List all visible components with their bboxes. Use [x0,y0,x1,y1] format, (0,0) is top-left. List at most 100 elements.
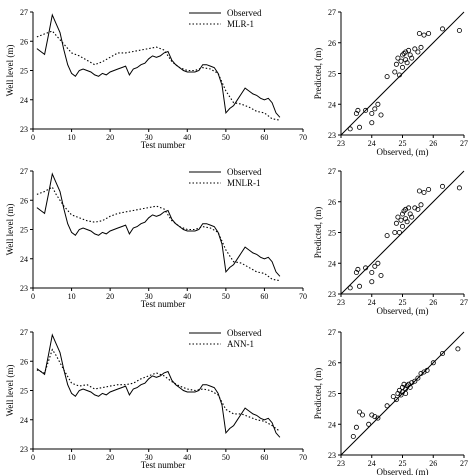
scatter-point [384,74,390,80]
scatter-point [378,272,384,278]
x-tick-label: 23 [337,298,345,307]
scatter-point [356,409,362,415]
legend-label: MNLR-1 [227,178,261,188]
scatter-point [355,266,361,272]
one-to-one-line [340,11,465,136]
scatter-point [369,111,375,117]
x-tick-label: 40 [183,453,191,462]
x-tick-label: 24 [368,459,376,468]
scatter-point [439,183,445,189]
scatter-point [356,124,362,130]
y-axis-label: Predicted, (m) [313,368,323,419]
x-tick-label: 70 [299,453,307,462]
scatter-point [396,72,402,78]
y-tick-label: 26 [20,37,28,46]
scatter-point [378,112,384,118]
y-tick-label: 26 [20,357,28,366]
scatter-point [421,189,427,195]
scatter-point [455,346,461,352]
y-tick-label: 25 [328,229,336,238]
y-tick-label: 27 [328,8,336,17]
legend-label: Observed [227,328,262,338]
scatter-point [398,58,404,64]
scatter-point [421,32,427,38]
scatter-point [393,397,399,403]
scatter-point [384,403,390,409]
y-tick-label: 26 [20,196,28,205]
scatter-point [412,378,418,384]
scatter-point [355,107,361,113]
x-tick-label: 25 [399,298,407,307]
scatter-point [406,47,412,53]
scatter-point [399,64,405,70]
scatter-point [363,107,369,113]
scatter-point [399,52,405,58]
scatter-point [406,205,412,211]
scatter-point [353,424,359,430]
y-tick-label: 23 [328,451,336,460]
x-tick-label: 30 [145,133,153,142]
scatter-point [415,375,421,381]
scatter-point [392,69,398,75]
scatter-point [404,219,410,225]
scatter-point [415,49,421,55]
x-tick-label: 10 [68,453,76,462]
scatter-point [393,220,399,226]
y-axis-label: Predicted, (m) [313,48,323,99]
scatter-point [430,360,436,366]
legend-label: Observed [227,8,262,18]
scatter-point [369,269,375,275]
x-tick-label: 10 [68,292,76,301]
scatter-point [366,421,372,427]
y-tick-label: 25 [328,70,336,79]
scatter-point [415,206,421,212]
y-tick-label: 23 [328,290,336,299]
scatter-point [401,51,407,57]
scatter-point [369,279,375,285]
scatter-point [403,57,409,63]
x-axis-label: Observed, (m) [377,467,429,475]
scatter-point [418,370,424,376]
x-tick-label: 30 [145,453,153,462]
x-tick-label: 23 [337,139,345,148]
scatter-point [390,394,396,400]
scatter-point [439,350,445,356]
scatter-point [398,392,404,398]
x-tick-label: 50 [222,292,230,301]
x-tick-label: 23 [337,459,345,468]
scatter-point [392,229,398,235]
scatter-point [401,208,407,214]
scatter-point [399,223,405,229]
scatter-point [403,206,409,212]
legend-label: ANN-1 [227,339,254,349]
x-axis-label: Test number [141,140,186,150]
scatter-point [439,26,445,32]
y-tick-label: 25 [328,390,336,399]
x-tick-label: 10 [68,133,76,142]
scatter-point [372,106,378,112]
line-chart: 23 24 25 26 27 0 10 20 30 40 50 60 70 Test number Well… [5,8,307,150]
y-tick-label: 27 [20,328,28,337]
y-tick-label: 23 [20,125,28,134]
y-tick-label: 24 [328,420,336,429]
scatter-point [412,46,418,52]
scatter-point [350,433,356,439]
x-axis-label: Test number [141,460,186,470]
y-tick-label: 27 [328,167,336,176]
chart-row-2: 23 24 25 26 27 0 10 20 30 40 50 60 70 Test number Well… [5,167,468,316]
x-tick-label: 20 [106,292,114,301]
x-tick-label: 60 [260,453,268,462]
scatter-point [398,217,404,223]
x-axis-label: Observed, (m) [377,147,429,157]
x-tick-label: 24 [368,139,376,148]
series-line-observed [36,13,281,118]
chart-row-3: 23 24 25 26 27 0 10 20 30 40 50 60 70 Test number Well… [5,328,468,475]
series-line-observed [36,172,281,277]
y-tick-label: 23 [20,445,28,454]
one-to-one-line [340,170,465,295]
scatter-point [409,214,415,220]
x-tick-label: 26 [429,298,437,307]
y-tick-label: 25 [20,67,28,76]
y-tick-label: 25 [20,226,28,235]
